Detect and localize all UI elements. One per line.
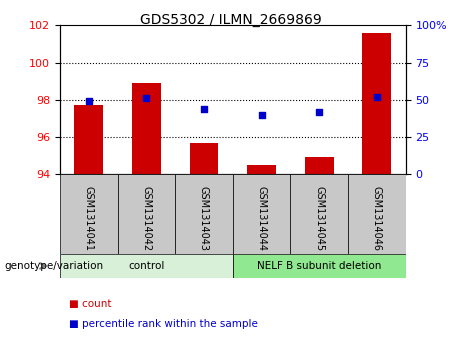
FancyBboxPatch shape xyxy=(290,174,348,254)
Text: GSM1314045: GSM1314045 xyxy=(314,186,324,251)
Bar xyxy=(247,165,276,174)
Bar xyxy=(74,105,103,174)
Point xyxy=(315,109,323,115)
Bar xyxy=(305,158,334,174)
FancyBboxPatch shape xyxy=(60,174,118,254)
Text: control: control xyxy=(128,261,165,271)
Point xyxy=(142,95,150,101)
Bar xyxy=(362,33,391,174)
Text: GSM1314041: GSM1314041 xyxy=(84,186,94,251)
FancyBboxPatch shape xyxy=(233,174,290,254)
Text: GSM1314044: GSM1314044 xyxy=(257,186,266,251)
FancyBboxPatch shape xyxy=(233,254,406,278)
Point xyxy=(373,94,381,100)
Text: ■ percentile rank within the sample: ■ percentile rank within the sample xyxy=(69,319,258,330)
FancyBboxPatch shape xyxy=(348,174,406,254)
Point xyxy=(85,98,92,104)
Text: genotype/variation: genotype/variation xyxy=(5,261,104,271)
Point xyxy=(258,112,266,118)
Text: GSM1314043: GSM1314043 xyxy=(199,186,209,251)
Text: ■ count: ■ count xyxy=(69,299,112,310)
Text: GDS5302 / ILMN_2669869: GDS5302 / ILMN_2669869 xyxy=(140,13,321,27)
Text: NELF B subunit deletion: NELF B subunit deletion xyxy=(257,261,381,271)
Bar xyxy=(132,83,161,174)
FancyBboxPatch shape xyxy=(175,174,233,254)
FancyBboxPatch shape xyxy=(60,254,233,278)
FancyBboxPatch shape xyxy=(118,174,175,254)
Point xyxy=(200,106,207,112)
Bar xyxy=(189,143,219,174)
Text: GSM1314042: GSM1314042 xyxy=(142,186,151,251)
Text: GSM1314046: GSM1314046 xyxy=(372,186,382,251)
